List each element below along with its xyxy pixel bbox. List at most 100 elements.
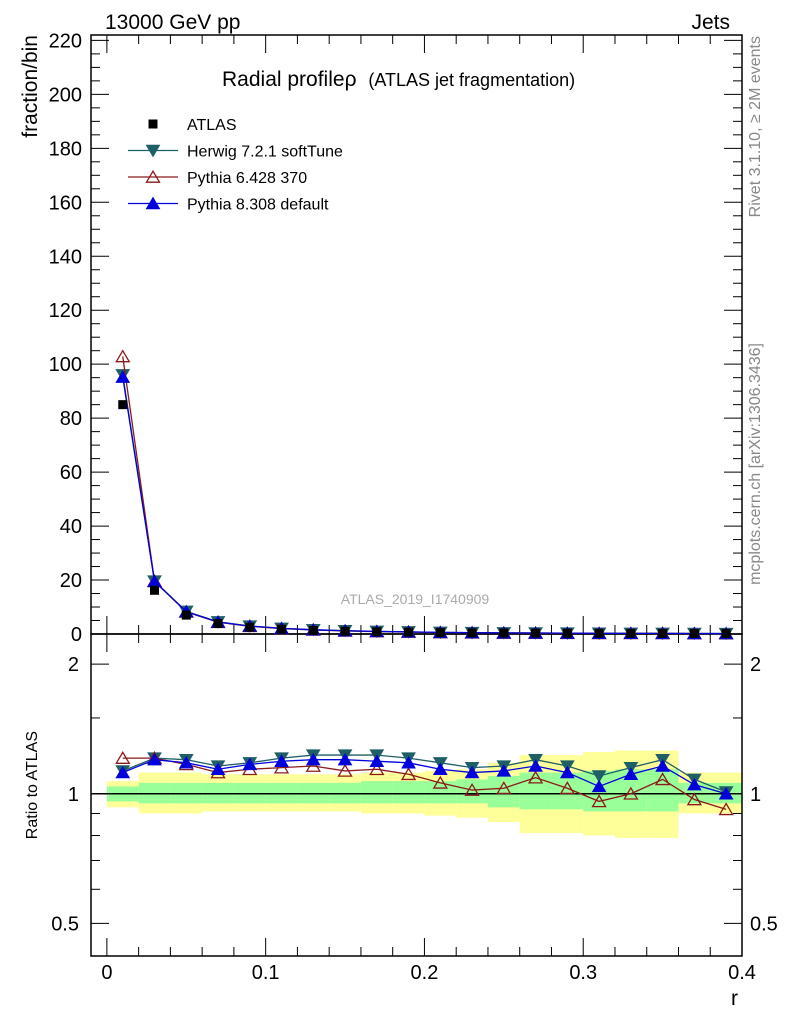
header-right-label: Jets [691, 11, 730, 34]
y-tick-label: 220 [49, 30, 82, 52]
chart-title: Radial profileρ (ATLAS jet fragmentation… [222, 68, 575, 91]
ratio-series-point [496, 764, 512, 777]
chart-title-suffix: (ATLAS jet fragmentation) [368, 70, 575, 90]
ratio-tick-label-right: 2 [750, 654, 761, 676]
main-data-point [277, 624, 287, 634]
ratio-band-green [424, 781, 457, 804]
ratio-series-point [718, 802, 734, 816]
main-data-point [721, 629, 731, 639]
y-axis-title: fraction/bin [19, 35, 42, 138]
main-series-point [115, 349, 131, 363]
rivet-version-label: Rivet 3.1.10, ≥ 2M events [747, 36, 764, 217]
ratio-series-point [686, 792, 703, 806]
ratio-series-point [369, 754, 385, 767]
x-axis-title: r [731, 987, 738, 1010]
ratio-series-point [464, 782, 480, 796]
ratio-series-point [337, 763, 353, 777]
main-series-line [122, 377, 727, 635]
ratio-series-point [496, 781, 512, 795]
ratio-axis-title: Ratio to ATLAS [24, 731, 41, 839]
y-tick-label: 60 [60, 462, 82, 484]
ratio-series-point [528, 759, 543, 772]
ratio-series-point [591, 779, 607, 793]
ratio-band-green [519, 772, 552, 810]
ratio-series-point [273, 760, 290, 774]
ratio-series-point [623, 786, 639, 800]
main-data-point [531, 628, 541, 638]
y-tick-label: 0 [71, 624, 82, 646]
ratio-series-point [305, 752, 321, 766]
legend-marker [145, 196, 161, 210]
y-tick-label: 160 [49, 192, 82, 214]
y-tick-label: 40 [60, 516, 82, 538]
main-data-point [499, 628, 509, 638]
legend-marker [148, 119, 158, 129]
ratio-series-line [122, 754, 727, 793]
ratio-band-green [456, 779, 488, 804]
main-data-point [372, 627, 382, 637]
ratio-tick-label-right: 1 [750, 784, 761, 806]
legend-marker [145, 144, 161, 158]
main-data-point [467, 628, 477, 638]
main-data-point [658, 628, 668, 638]
y-tick-label: 140 [49, 246, 82, 268]
ratio-band-green [392, 781, 425, 804]
ratio-series-point [274, 754, 289, 767]
ratio-series-point [591, 794, 607, 808]
y-tick-label: 80 [60, 408, 82, 430]
y-tick-label: 100 [49, 354, 82, 376]
ratio-series-point [559, 781, 575, 795]
ratio-tick-label-left: 0.5 [51, 913, 79, 935]
ratio-tick-label-left: 2 [68, 654, 79, 676]
legend-label: Pythia 8.308 default [187, 197, 329, 214]
ratio-series-point [147, 752, 162, 766]
legend-label: Herwig 7.2.1 softTune [187, 144, 343, 161]
main-data-point [308, 625, 318, 635]
ratio-series-point [178, 755, 194, 769]
main-data-point [562, 628, 572, 638]
ratio-band-green [551, 772, 584, 810]
main-data-point [626, 628, 636, 638]
legend-label: ATLAS [187, 117, 237, 134]
ratio-series-point [305, 758, 321, 772]
ratio-band-green [360, 781, 393, 804]
ratio-series-point [115, 765, 131, 779]
ratio-series-point [210, 762, 226, 775]
x-tick-label: 0.3 [569, 962, 597, 984]
main-data-point [435, 628, 445, 638]
ratio-series-point [718, 786, 734, 800]
x-tick-label: 0.2 [411, 962, 439, 984]
main-data-point [150, 585, 160, 595]
ratio-series-point [527, 770, 544, 784]
main-data-point [340, 626, 350, 636]
axes-layer: 0 0.1 0.2 0.3 0.4 0 20 40 60 80 100 120 140 160 180 200… [49, 30, 778, 984]
chart-title-main: Radial profileρ [222, 68, 357, 91]
ratio-series-line [122, 759, 727, 795]
x-tick-label: 0.4 [728, 962, 756, 984]
ratio-band-green [646, 769, 679, 812]
ratio-panel-frame [90, 633, 743, 957]
mcplots-label: mcplots.cern.ch [arXiv:1306.3436] [747, 343, 764, 585]
y-tick-label: 200 [49, 84, 82, 106]
data-layer [115, 349, 734, 816]
legend-label: Pythia 6.428 370 [187, 170, 307, 187]
ratio-series-point [400, 767, 417, 781]
header-left-label: 13000 GeV pp [105, 11, 240, 34]
ratio-series-point [623, 767, 639, 780]
main-series-point [115, 370, 131, 383]
ratio-series-point [591, 770, 607, 783]
ratio-series-point [655, 759, 670, 772]
y-tick-label: 120 [49, 300, 82, 322]
ratio-tick-label-right: 0.5 [750, 913, 778, 935]
ratio-series-point [401, 755, 416, 769]
main-data-point [594, 628, 604, 638]
ratio-series-point [654, 772, 671, 786]
main-data-point [245, 622, 255, 632]
y-tick-label: 180 [49, 138, 82, 160]
ratio-band-green [487, 775, 520, 808]
ratio-series-point [432, 762, 448, 775]
main-data-point [404, 627, 414, 637]
ratio-series-point [242, 757, 258, 771]
main-data-point [181, 610, 191, 620]
